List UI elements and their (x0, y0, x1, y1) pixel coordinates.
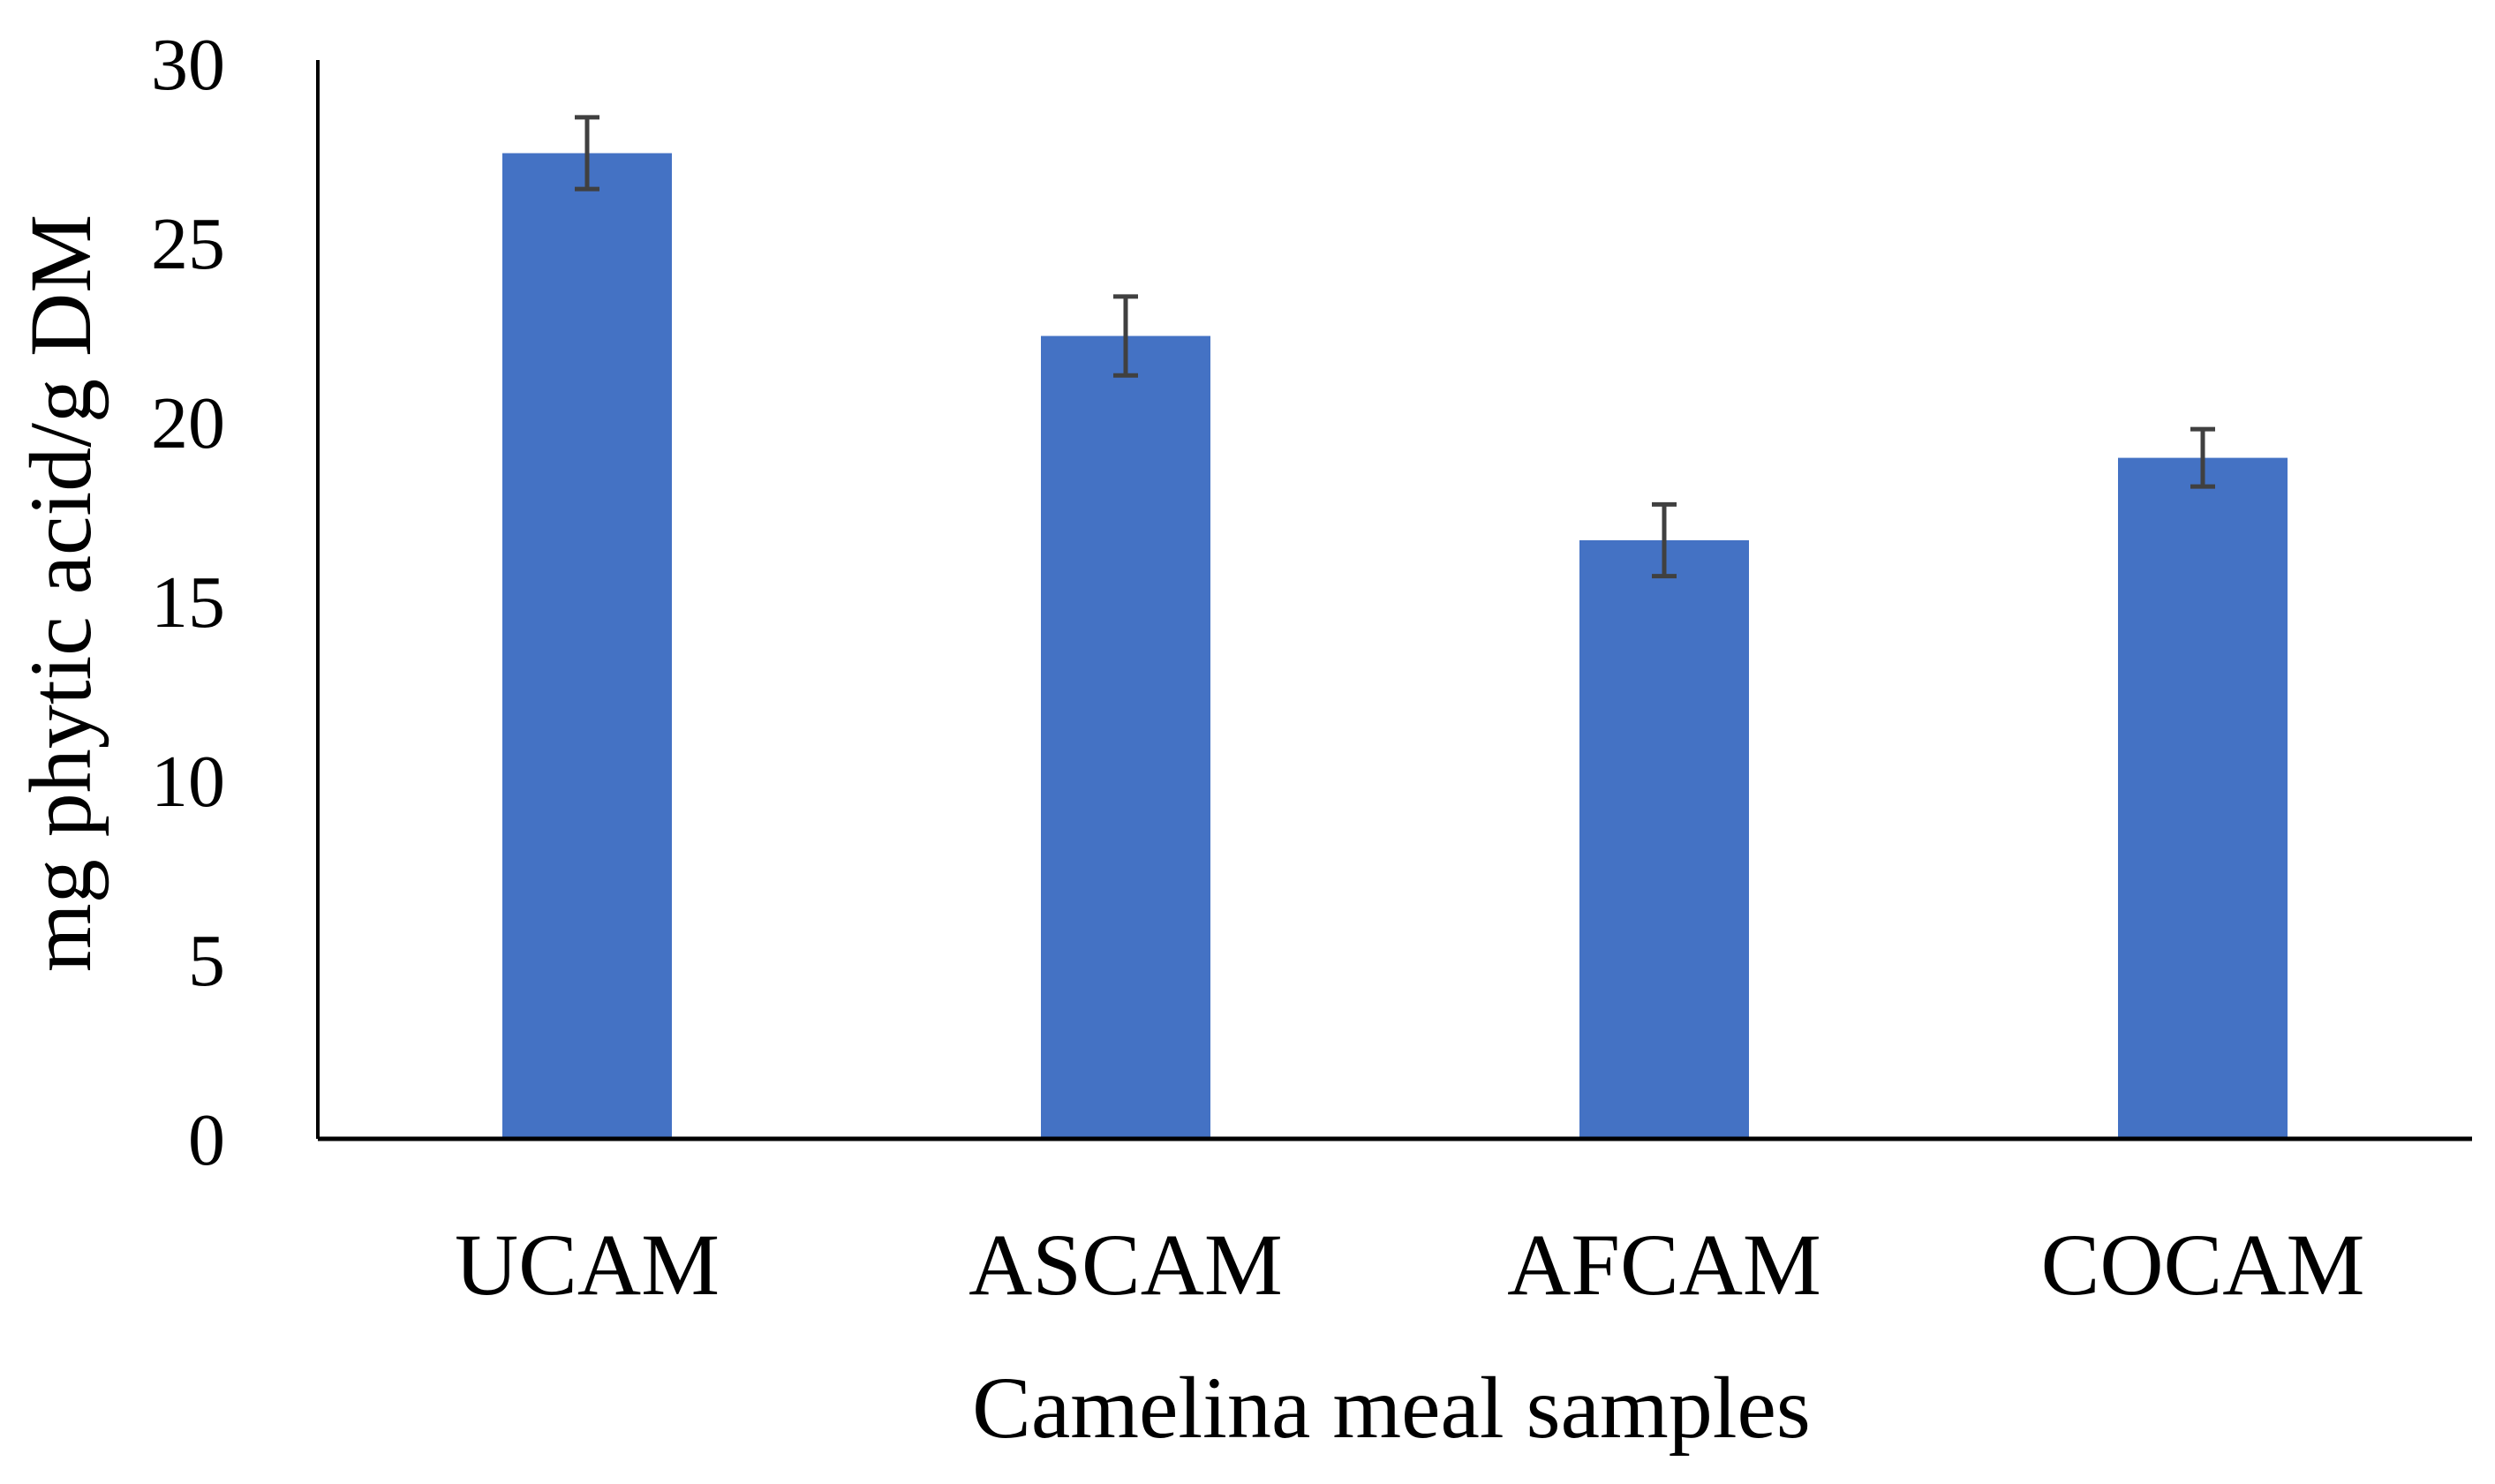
bar-afcam (1579, 539, 1749, 1139)
error-bar-series (575, 115, 2215, 579)
x-tick-label: AFCAM (1507, 1216, 1821, 1314)
y-axis-title: mg phytic acid/g DM (11, 215, 109, 972)
y-tick-label: 0 (188, 1099, 225, 1181)
bar-ascam (1041, 335, 1210, 1139)
x-tick-label: ASCAM (969, 1216, 1283, 1314)
y-tick-label: 5 (188, 920, 225, 1002)
y-tick-label: 10 (151, 741, 225, 823)
bar-ucam (502, 153, 672, 1139)
y-tick-label: 20 (151, 382, 225, 464)
x-axis-category-labels: UCAM ASCAM AFCAM COCAM (455, 1216, 2364, 1314)
y-tick-label: 15 (151, 561, 225, 644)
bar-cocam (2118, 457, 2288, 1139)
y-axis-tick-labels: 0 5 10 15 20 25 30 (151, 24, 225, 1181)
y-tick-label: 30 (151, 24, 225, 106)
bar-series (502, 153, 2288, 1139)
x-axis-title: Camelina meal samples (972, 1359, 1811, 1457)
x-tick-label: COCAM (2041, 1216, 2365, 1314)
y-tick-label: 25 (151, 203, 225, 285)
x-tick-label: UCAM (455, 1216, 720, 1314)
axes (316, 60, 2472, 1141)
